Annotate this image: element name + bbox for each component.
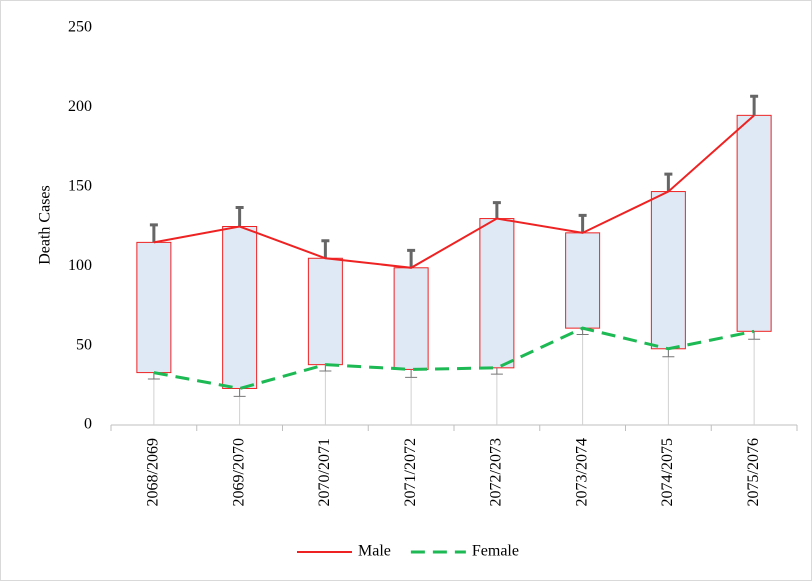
x-tick-label: 2071/2072 — [402, 438, 419, 506]
series-line — [153, 326, 755, 391]
error-bar — [321, 239, 330, 259]
y-axis-label: Death Cases — [37, 185, 54, 265]
box — [307, 257, 343, 366]
error-bar — [492, 201, 501, 219]
box — [565, 232, 601, 329]
x-tick-label: 2073/2074 — [573, 438, 590, 506]
y-tick-label: 150 — [68, 177, 92, 194]
box — [136, 241, 172, 374]
error-bar — [235, 205, 244, 227]
x-tick-label: 2075/2076 — [745, 438, 762, 506]
error-bar — [664, 172, 673, 192]
x-tick-label: 2068/2069 — [145, 438, 162, 506]
error-bar — [578, 213, 587, 233]
error-bar — [407, 248, 416, 268]
box — [650, 191, 686, 350]
legend-label: Male — [358, 543, 391, 560]
series-line — [153, 114, 755, 269]
x-tick-label: 2070/2071 — [316, 438, 333, 506]
y-tick-label: 100 — [68, 257, 92, 274]
y-tick-label: 200 — [68, 98, 92, 115]
box — [479, 218, 515, 369]
box — [736, 114, 772, 332]
x-tick-label: 2069/2070 — [230, 438, 247, 506]
error-bar — [490, 367, 503, 375]
x-tick-label: 2072/2073 — [488, 438, 505, 506]
x-tick-label: 2074/2075 — [659, 438, 676, 506]
box — [222, 226, 258, 389]
error-bar — [149, 223, 158, 243]
y-tick-label: 50 — [76, 336, 92, 353]
box — [393, 267, 429, 370]
error-bar — [750, 94, 759, 116]
y-tick-label: 250 — [68, 19, 92, 36]
y-tick-label: 0 — [84, 416, 92, 433]
error-bar — [405, 369, 418, 378]
error-bar — [233, 388, 246, 397]
legend-label: Female — [472, 543, 519, 560]
